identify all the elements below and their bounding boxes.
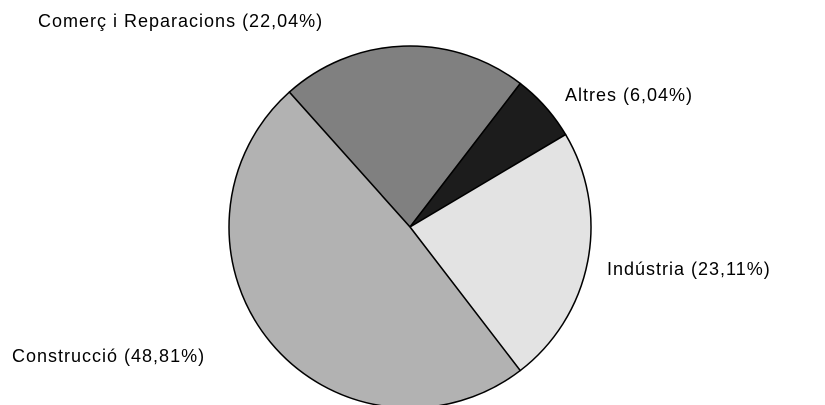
slice-label: Comerç i Reparacions (22,04%) [38, 11, 323, 31]
slice-label: Indústria (23,11%) [607, 259, 771, 279]
slice-label: Construcció (48,81%) [12, 346, 205, 366]
slice-label: Altres (6,04%) [565, 85, 693, 105]
pie-slice [228, 91, 522, 405]
pie-slice [288, 45, 522, 229]
pie-slice [408, 133, 592, 372]
